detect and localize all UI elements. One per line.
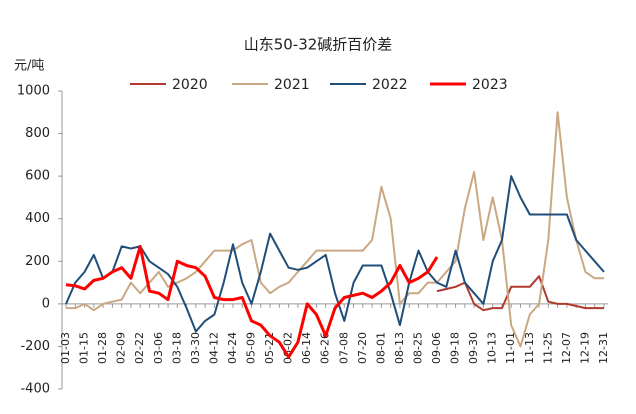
x-tick-label: 05-09 bbox=[245, 332, 258, 364]
x-tick-label: 12-31 bbox=[597, 332, 610, 364]
y-tick-label: 200 bbox=[25, 254, 50, 269]
x-tick-label: 06-26 bbox=[319, 332, 332, 364]
x-tick-label: 05-21 bbox=[263, 332, 276, 364]
legend-label: 2021 bbox=[274, 77, 310, 93]
series-line bbox=[65, 244, 439, 359]
y-tick-label: -400 bbox=[20, 382, 50, 397]
chart-title: 山东50-32碱折百价差 bbox=[244, 36, 393, 54]
x-tick-label: 07-20 bbox=[356, 332, 369, 364]
x-tick-label: 09-30 bbox=[467, 332, 480, 364]
x-tick-label: 06-02 bbox=[282, 332, 295, 364]
x-tick-label: 03-18 bbox=[170, 332, 183, 364]
y-tick-label: 400 bbox=[25, 211, 50, 226]
x-tick-label: 01-28 bbox=[96, 332, 109, 364]
series-line bbox=[65, 175, 605, 333]
legend-label: 2023 bbox=[472, 77, 508, 93]
x-tick-label: 01-03 bbox=[59, 332, 72, 364]
x-tick-label: 11-01 bbox=[504, 332, 517, 364]
x-tick-label: 02-09 bbox=[115, 332, 128, 364]
x-tick-label: 03-06 bbox=[152, 332, 165, 364]
x-tick-label: 08-25 bbox=[411, 332, 424, 364]
y-tick-label: -200 bbox=[20, 339, 50, 354]
x-tick-label: 09-18 bbox=[449, 332, 462, 364]
x-tick-label: 11-25 bbox=[541, 332, 554, 364]
x-tick-label: 03-30 bbox=[189, 332, 202, 364]
y-axis-label: 元/吨 bbox=[14, 59, 44, 74]
x-tick-label: 07-08 bbox=[337, 332, 350, 364]
x-tick-label: 08-13 bbox=[393, 332, 406, 364]
x-tick-label: 09-06 bbox=[430, 332, 443, 364]
x-tick-label: 11-13 bbox=[523, 332, 536, 364]
x-tick-label: 01-15 bbox=[78, 332, 91, 364]
x-tick-label: 12-07 bbox=[560, 332, 573, 364]
y-tick-label: 0 bbox=[42, 296, 50, 311]
y-tick-label: 1000 bbox=[17, 84, 50, 99]
legend-label: 2022 bbox=[372, 77, 408, 93]
x-tick-label: 04-24 bbox=[226, 332, 239, 364]
legend-label: 2020 bbox=[172, 77, 208, 93]
x-tick-label: 08-01 bbox=[374, 332, 387, 364]
x-tick-label: 02-22 bbox=[133, 332, 146, 364]
x-tick-label: 04-12 bbox=[207, 332, 220, 364]
series-line bbox=[66, 111, 604, 348]
x-tick-label: 06-14 bbox=[300, 332, 313, 364]
y-tick-label: 800 bbox=[25, 126, 50, 141]
x-tick-label: 12-19 bbox=[578, 332, 591, 364]
y-tick-label: 600 bbox=[25, 169, 50, 184]
x-tick-label: 10-13 bbox=[486, 332, 499, 364]
